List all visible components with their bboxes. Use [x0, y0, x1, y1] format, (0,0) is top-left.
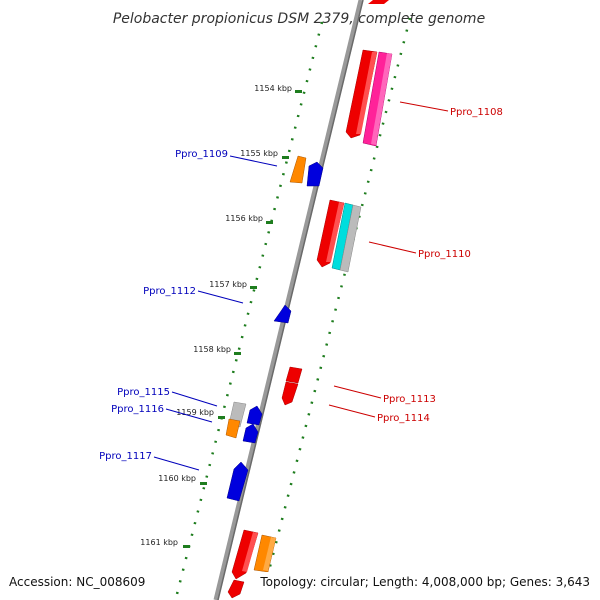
gene-callout[interactable]: Ppro_1112 [143, 286, 244, 304]
gene-label[interactable]: Ppro_1116 [111, 404, 164, 415]
genome-backbone [213, 0, 364, 600]
kbp-tick-mark: 1158 kbp [193, 345, 241, 355]
map-title: Pelobacter propionicus DSM 2379, complet… [113, 11, 485, 27]
gene-feature[interactable] [281, 366, 303, 406]
footer-accession-bg [4, 572, 150, 592]
gene-label[interactable]: Ppro_1117 [99, 451, 152, 462]
gene-label[interactable]: Ppro_1115 [117, 387, 170, 398]
footer-topology: Topology: circular; Length: 4,008,000 bp… [259, 575, 590, 589]
gene-callout[interactable]: Ppro_1108 [399, 101, 503, 118]
kbp-tick-mark: 1154 kbp [254, 84, 302, 93]
kbp-tick-mark: 1160 kbp [158, 474, 207, 485]
kbp-tick-label: 1157 kbp [209, 280, 247, 289]
kbp-tick-label: 1155 kbp [240, 149, 278, 158]
kbp-tick-mark: 1156 kbp [225, 214, 273, 224]
gene-callout[interactable]: Ppro_1115 [117, 387, 218, 407]
gene-feature[interactable] [231, 529, 259, 580]
gene-feature[interactable] [306, 161, 324, 187]
gene-callout[interactable]: Ppro_1109 [175, 149, 278, 167]
gene-feature[interactable] [339, 204, 362, 273]
footer-topology-bg [258, 572, 594, 592]
gene-feature[interactable] [242, 423, 259, 444]
gene-label[interactable]: Ppro_1112 [143, 286, 196, 297]
gene-label[interactable]: Ppro_1109 [175, 149, 228, 160]
kbp-tick-label: 1159 kbp [176, 408, 214, 417]
gene-callout[interactable]: Ppro_1114 [328, 404, 430, 424]
kbp-tick-mark: 1159 kbp [176, 408, 225, 419]
gene-feature[interactable] [225, 418, 241, 439]
gene-label[interactable]: Ppro_1110 [418, 249, 471, 260]
gene-feature[interactable] [316, 199, 345, 268]
gene-feature[interactable] [246, 405, 263, 426]
gene-label[interactable]: Ppro_1113 [383, 394, 436, 405]
kbp-tick-mark: 1155 kbp [240, 149, 289, 159]
footer-accession: Accession: NC_008609 [9, 575, 145, 589]
outer-scale-line [174, 21, 324, 599]
kbp-tick-label: 1158 kbp [193, 345, 231, 354]
gene-label[interactable]: Ppro_1114 [377, 413, 430, 424]
kbp-tick-label: 1156 kbp [225, 214, 263, 223]
gene-callout[interactable]: Ppro_1117 [99, 451, 200, 471]
kbp-tick-label: 1160 kbp [158, 474, 196, 483]
gene-feature[interactable] [368, 0, 389, 4]
gene-label[interactable]: Ppro_1108 [450, 107, 503, 118]
gene-callout[interactable]: Ppro_1116 [111, 404, 213, 423]
gene-feature[interactable] [345, 49, 378, 139]
gene-callout[interactable]: Ppro_1110 [368, 241, 471, 260]
gene-feature[interactable] [227, 579, 245, 599]
gene-feature[interactable] [362, 51, 393, 147]
kbp-tick-label: 1161 kbp [140, 538, 178, 547]
gene-feature[interactable] [289, 155, 307, 184]
kbp-tick-mark: 1157 kbp [209, 280, 257, 289]
gene-feature[interactable] [273, 304, 292, 324]
gene-callout[interactable]: Ppro_1113 [333, 385, 436, 405]
kbp-tick-mark: 1161 kbp [140, 538, 190, 548]
kbp-tick-label: 1154 kbp [254, 84, 292, 93]
gene-feature[interactable] [226, 461, 249, 502]
